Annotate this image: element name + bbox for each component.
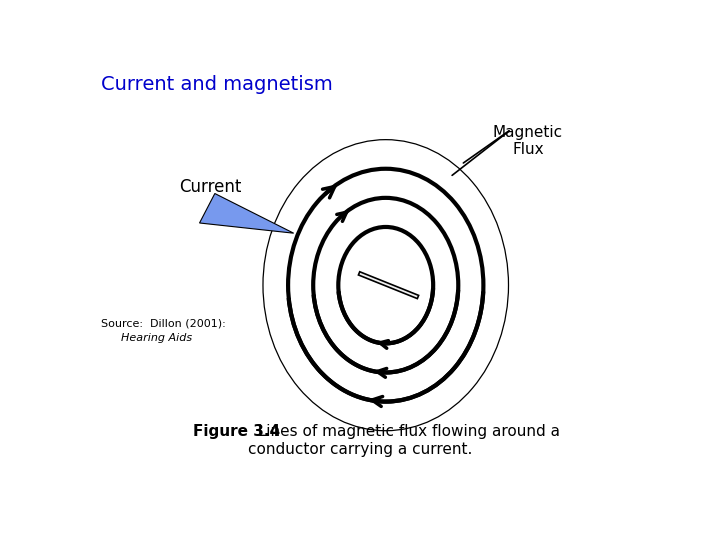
Text: Current: Current bbox=[179, 178, 242, 197]
Text: Hearing Aids: Hearing Aids bbox=[121, 333, 192, 343]
Text: Source:  Dillon (2001):: Source: Dillon (2001): bbox=[101, 319, 226, 328]
Polygon shape bbox=[199, 193, 294, 233]
Text: Current and magnetism: Current and magnetism bbox=[101, 75, 333, 94]
Polygon shape bbox=[359, 272, 418, 299]
Text: Lines of magnetic flux flowing around a
conductor carrying a current.: Lines of magnetic flux flowing around a … bbox=[248, 424, 560, 457]
Text: Figure 3.4: Figure 3.4 bbox=[193, 424, 280, 440]
Text: Magnetic
Flux: Magnetic Flux bbox=[493, 125, 563, 158]
